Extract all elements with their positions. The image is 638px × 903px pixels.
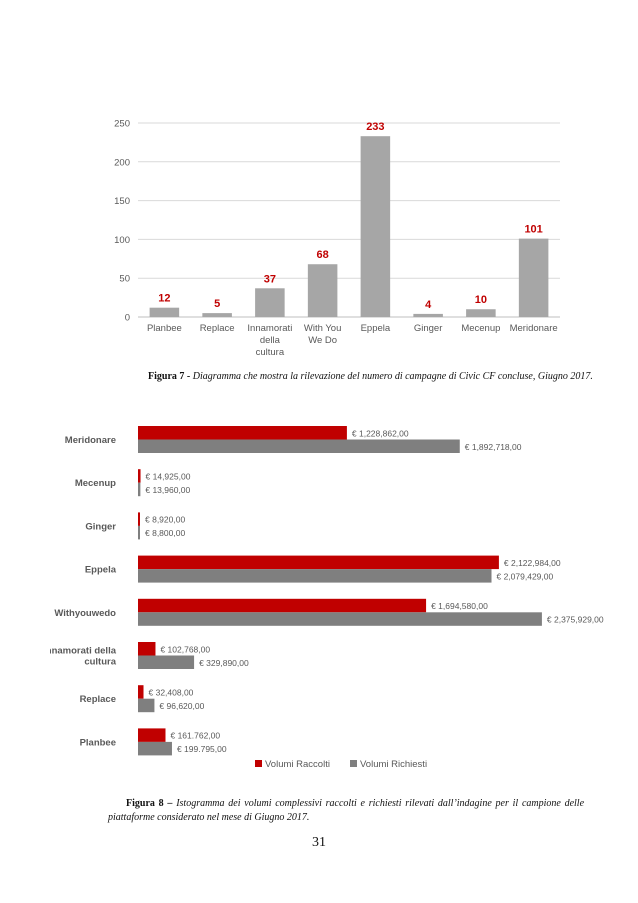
category-label: Ginger [85,521,116,532]
x-tick-label: Eppela [361,323,391,334]
data-label: 4 [425,299,432,311]
bar-volumi-richiesti [138,482,141,497]
legend-label: Volumi Richiesti [360,759,427,770]
x-tick-label: Meridonare [510,323,558,334]
category-label: Innamorati della [50,646,117,657]
data-label: € 1,892,718,00 [465,442,522,452]
data-label: 12 [158,293,170,305]
figure-8-caption: Figura 8 – Istogramma dei volumi comples… [108,797,584,825]
x-tick-label: We Do [308,335,337,346]
y-tick-label: 200 [114,157,130,168]
bar [255,288,285,317]
figure-7-text: Diagramma che mostra la rilevazione del … [192,371,593,382]
y-tick-label: 100 [114,235,130,246]
data-label: € 329,890,00 [199,658,249,668]
data-label: 68 [317,249,329,261]
data-label: 101 [524,224,542,236]
bar-volumi-raccolti [138,685,144,699]
category-label: Replace [80,694,116,705]
y-tick-label: 50 [119,274,130,285]
bar-volumi-richiesti [138,439,460,453]
bar-volumi-richiesti [138,569,492,583]
x-tick-label: Planbee [147,323,182,334]
data-label: € 2,122,984,00 [504,558,561,568]
x-tick-label: Replace [200,323,235,334]
data-label: € 1,228,862,00 [352,428,409,438]
data-label: € 2,375,929,00 [547,615,604,625]
bar-volumi-richiesti [138,612,542,626]
bar-volumi-raccolti [138,728,166,742]
x-tick-label: della [260,335,281,346]
bar [413,313,443,317]
bar [466,309,496,317]
bar-volumi-richiesti [138,741,172,756]
y-tick-label: 250 [114,119,130,130]
x-tick-label: Ginger [414,323,443,334]
data-label: € 8,800,00 [145,528,185,538]
data-label: € 8,920,00 [145,515,185,525]
x-tick-label: cultura [256,347,285,358]
bar-volumi-raccolti [138,555,499,570]
data-label: € 96,620,00 [159,701,204,711]
x-tick-label: Mecenup [461,323,500,334]
data-label: € 14,925,00 [146,471,191,481]
bar-volumi-raccolti [138,642,156,656]
figure-7-caption: Figura 7 - Diagramma che mostra la rilev… [148,370,608,384]
legend-swatch [255,760,262,767]
data-label: 37 [264,273,276,285]
bar [149,307,180,317]
page-number: 31 [312,835,326,850]
category-label: Mecenup [75,478,116,489]
bar-volumi-raccolti [138,426,347,440]
figure-8-text-line1: Istogramma dei volumi complessivi raccol… [176,798,585,809]
bar-volumi-richiesti [138,698,155,713]
legend-swatch [350,760,357,767]
bar [360,136,391,317]
category-label: Planbee [80,737,116,748]
data-label: 233 [366,121,384,133]
y-tick-label: 0 [125,313,130,324]
category-label: cultura [84,657,116,668]
legend-label: Volumi Raccolti [265,759,330,770]
volumes-bar-chart: Meridonare € 1,228,862,00 € 1,892,718,00 Me… [50,426,604,770]
bar-volumi-raccolti [138,598,427,613]
data-label: 10 [475,294,487,306]
bar-volumi-richiesti [138,525,140,540]
bar [518,238,549,317]
bar-volumi-raccolti [138,469,141,483]
data-label: € 1,694,580,00 [431,601,488,611]
data-label: € 199.795,00 [177,744,227,754]
data-label: € 161.762,00 [170,731,220,741]
data-label: € 102,768,00 [160,644,210,654]
campaigns-bar-chart: 0 50 100 150 200 250 12 Planbee 5 Replace 37 Innamo… [114,119,560,358]
bar [307,264,338,317]
x-tick-label: Innamorati [247,323,292,334]
figure-8-label: Figura 8 – [126,798,173,809]
category-label: Meridonare [65,435,116,446]
data-label: € 13,960,00 [145,485,190,495]
x-tick-label: With You [304,323,342,334]
bar-volumi-richiesti [138,655,195,669]
bar-volumi-raccolti [138,512,140,526]
category-label: Eppela [85,565,117,576]
data-label: € 32,408,00 [149,687,194,697]
data-label: € 2,079,429,00 [497,571,554,581]
y-tick-label: 150 [114,196,130,207]
bar [202,313,232,317]
figure-7-label: Figura 7 - [148,371,191,382]
category-label: Withyouwedo [54,608,116,619]
data-label: 5 [214,298,220,310]
figure-8-text-line2: piattaforme considerato nel mese di Giug… [108,812,310,823]
